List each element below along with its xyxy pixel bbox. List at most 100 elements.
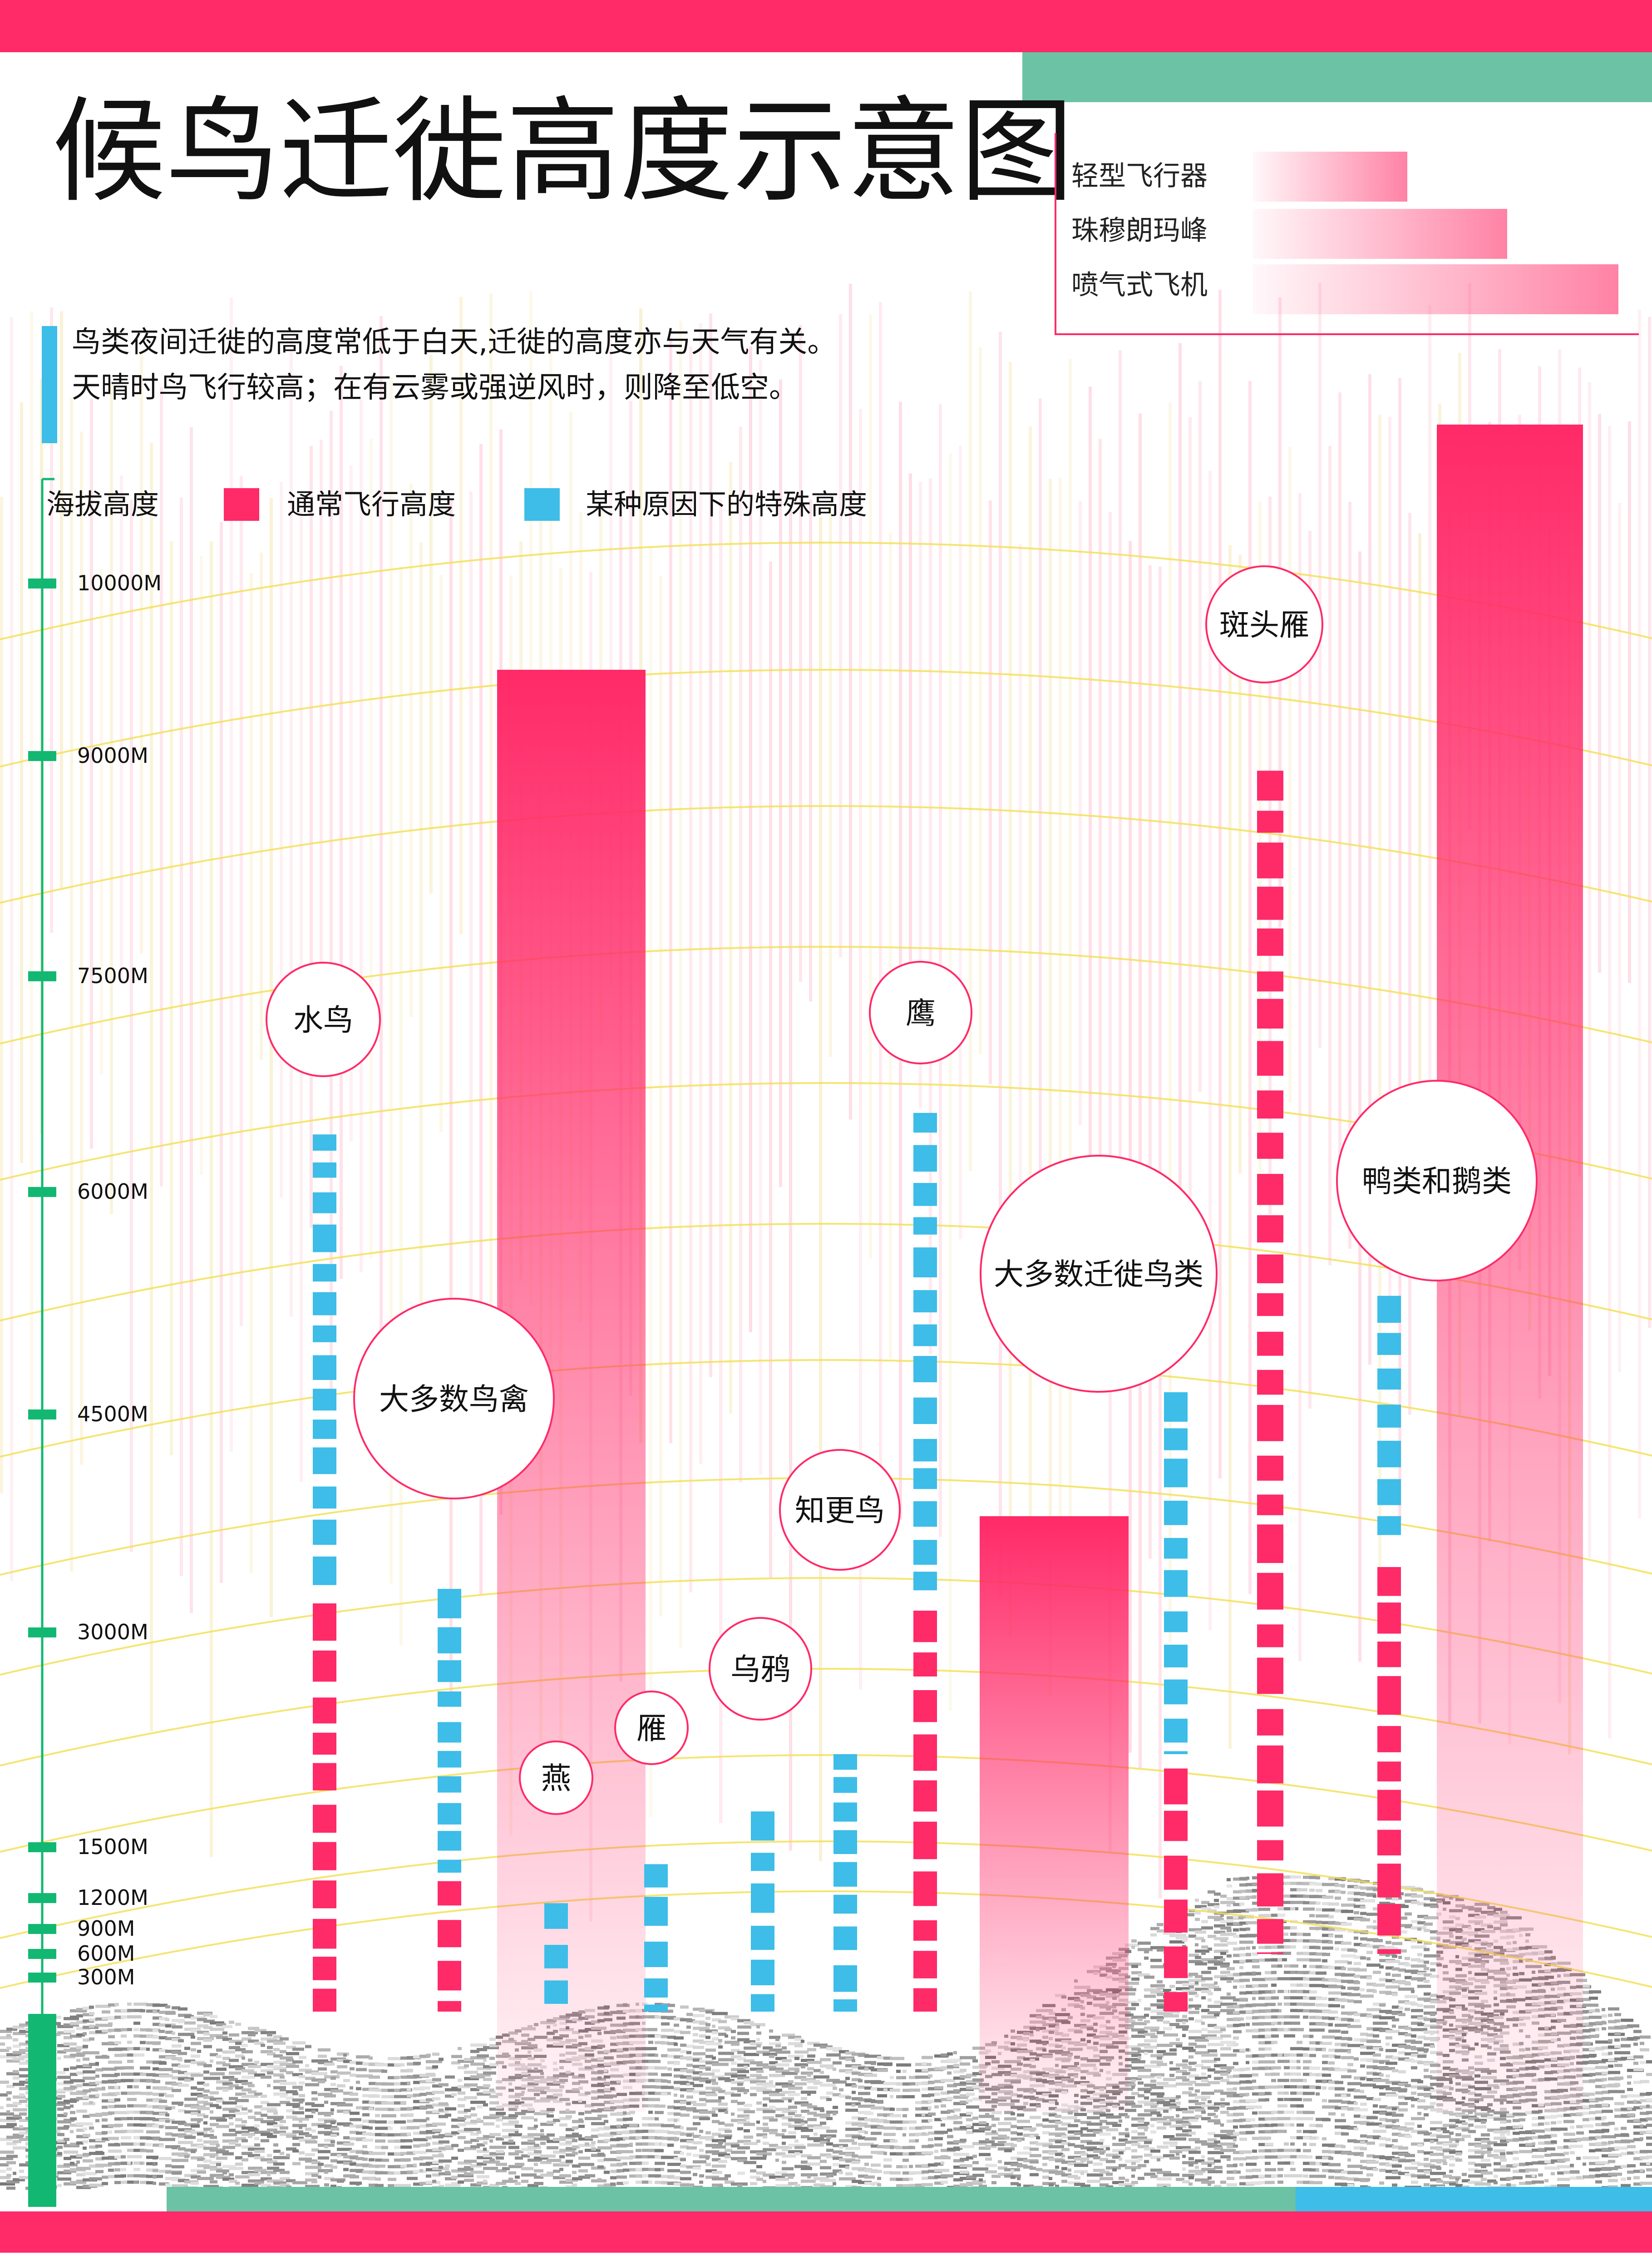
mountain-tile — [381, 2069, 387, 2073]
mountain-tile — [1322, 1946, 1333, 1950]
mountain-tile — [1258, 2028, 1266, 2032]
mountain-tile — [95, 2119, 99, 2122]
mountain-tile — [1233, 2023, 1241, 2027]
mountain-tile — [1233, 2112, 1244, 2116]
mountain-tile — [388, 2127, 393, 2130]
mountain-tile — [1392, 1954, 1397, 1958]
background-stripe — [1318, 283, 1322, 1048]
mountain-tile — [1017, 2158, 1027, 2161]
mountain-tile — [521, 2141, 535, 2145]
mountain-tile — [1239, 1959, 1248, 1963]
mountain-tile — [1220, 2136, 1237, 2140]
mountain-tile — [890, 2139, 898, 2143]
mountain-tile — [458, 2148, 464, 2152]
mountain-tile — [248, 2027, 259, 2030]
mountain-tile — [540, 2173, 553, 2177]
mountain-tile — [1201, 2142, 1218, 2146]
mountain-tile — [1366, 2167, 1376, 2171]
mountain-tile — [629, 2111, 635, 2114]
mountain-tile — [1188, 2030, 1202, 2033]
mountain-tile — [1220, 1958, 1225, 1962]
mountain-tile — [1214, 1943, 1228, 1947]
mountain-tile — [1017, 2120, 1030, 2123]
mountain-tile — [146, 2035, 157, 2038]
mountain-tile — [705, 2048, 716, 2052]
mountain-tile — [0, 2157, 13, 2160]
mountain-tile — [858, 2123, 868, 2127]
mountain-tile — [292, 2105, 300, 2108]
mountain-tile — [83, 2064, 91, 2067]
mountain-tile — [1309, 1952, 1317, 1956]
mountain-tile — [922, 2126, 932, 2129]
mountain-tile — [934, 2067, 946, 2071]
mountain-tile — [1157, 2075, 1161, 2079]
mountain-tile — [852, 2103, 855, 2107]
mountain-tile — [1214, 2064, 1227, 2067]
background-stripe — [979, 347, 982, 1054]
mountain-tile — [1087, 2116, 1100, 2120]
mountain-tile — [896, 2095, 903, 2098]
mountain-tile — [890, 2177, 897, 2181]
mountain-tile — [1341, 2094, 1346, 2097]
mountain-tile — [1277, 2053, 1282, 2057]
mountain-tile — [1220, 2149, 1236, 2152]
mountain-tile — [299, 2157, 312, 2161]
mountain-tile — [972, 2180, 986, 2184]
mountain-tile — [1208, 2138, 1217, 2141]
mountain-tile — [1322, 2061, 1328, 2064]
mountain-tile — [1055, 2166, 1059, 2169]
background-stripe — [949, 453, 952, 1711]
mountain-tile — [254, 2156, 265, 2160]
mountain-tile — [756, 2069, 764, 2073]
mountain-tile — [70, 2072, 78, 2076]
mountain-tile — [1087, 2161, 1093, 2164]
mountain-tile — [216, 2163, 221, 2166]
mountain-tile — [254, 2137, 259, 2141]
mountain-tile — [712, 2075, 724, 2079]
mountain-tile — [1405, 2173, 1415, 2176]
mountain-tile — [871, 2163, 881, 2167]
mountain-tile — [210, 2117, 225, 2120]
mountain-tile — [1341, 2056, 1354, 2059]
mountain-tile — [1169, 2048, 1177, 2052]
mountain-tile — [108, 2136, 119, 2140]
mountain-tile — [794, 2082, 807, 2086]
mountain-tile — [807, 2080, 820, 2083]
mountain-tile — [1309, 1997, 1322, 2000]
mountain-tile — [337, 2179, 344, 2183]
mountain-tile — [470, 2075, 485, 2079]
mountain-tile — [273, 2162, 285, 2166]
mountain-tile — [1233, 2093, 1243, 2097]
mountain-tile — [1360, 1937, 1367, 1941]
mountain-tile — [470, 2088, 479, 2092]
mountain-tile — [636, 2136, 646, 2140]
mountain-tile — [70, 2098, 79, 2102]
mountain-tile — [521, 2167, 533, 2171]
mountain-tile — [693, 2122, 700, 2126]
mountain-tile — [1150, 2117, 1167, 2121]
mountain-tile — [13, 2025, 25, 2029]
mountain-tile — [699, 2117, 710, 2121]
mountain-tile — [1188, 2176, 1194, 2180]
mountain-tile — [1157, 1999, 1170, 2003]
mountain-tile — [184, 2021, 196, 2025]
mountain-tile — [1195, 2102, 1205, 2106]
mountain-tile — [261, 2158, 272, 2161]
mountain-tile — [1201, 2111, 1206, 2114]
mountain-tile — [439, 2083, 449, 2087]
mountain-tile — [1328, 2080, 1339, 2084]
mountain-tile — [350, 2086, 353, 2090]
mountain-tile — [1182, 2110, 1194, 2114]
mountain-tile — [972, 2078, 984, 2082]
mountain-tile — [1201, 1983, 1215, 1987]
mountain-tile — [922, 2062, 927, 2066]
mountain-tile — [242, 2088, 251, 2092]
mountain-tile — [852, 2078, 861, 2082]
mountain-tile — [1182, 1983, 1199, 1987]
mountain-tile — [76, 2014, 83, 2018]
mountain-tile — [197, 2132, 204, 2136]
mountain-tile — [19, 2100, 27, 2103]
mountain-tile — [451, 2156, 458, 2160]
mountain-tile — [807, 2118, 817, 2121]
mountain-tile — [528, 2139, 535, 2143]
